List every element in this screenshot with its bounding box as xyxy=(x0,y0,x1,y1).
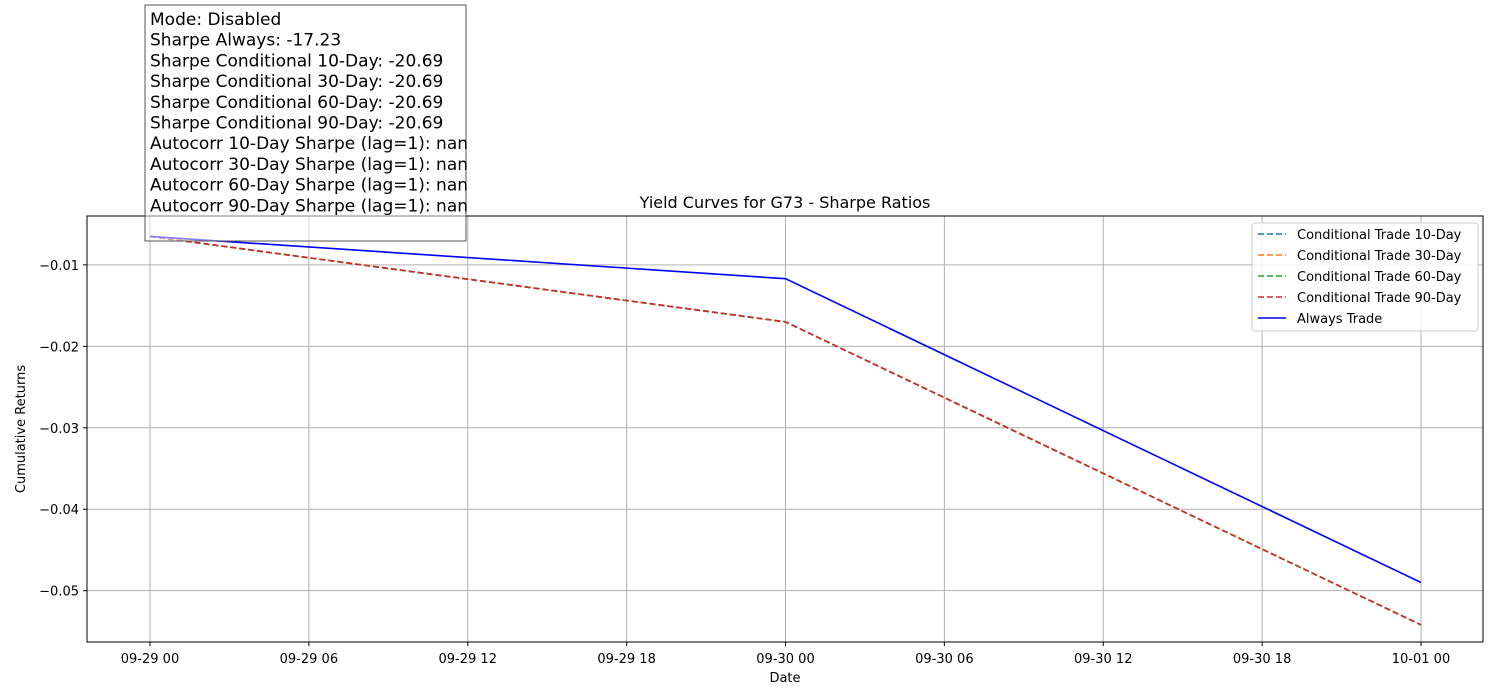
legend-box xyxy=(1251,222,1479,332)
x-tick-label: 09-30 18 xyxy=(1233,652,1291,667)
x-tick-label: 09-29 00 xyxy=(121,652,179,667)
x-tick-label: 09-29 06 xyxy=(280,652,338,667)
x-axis-label: Date xyxy=(769,671,800,686)
legend-label: Conditional Trade 10-Day xyxy=(1297,228,1462,243)
y-tick-label: −0.05 xyxy=(39,585,79,600)
legend-label: Conditional Trade 30-Day xyxy=(1297,249,1462,264)
x-tick-label: 09-29 12 xyxy=(439,652,497,667)
x-tick-label: 09-30 06 xyxy=(915,652,973,667)
x-tick-label: 09-30 12 xyxy=(1074,652,1132,667)
series-lines xyxy=(149,235,1422,626)
legend-label: Always Trade xyxy=(1297,312,1382,327)
stats-line: Sharpe Always: -17.23 xyxy=(150,31,341,51)
stats-line: Sharpe Conditional 10-Day: -20.69 xyxy=(150,51,443,71)
x-tick-label: 09-30 00 xyxy=(756,652,814,667)
legend: Conditional Trade 10-Day Conditional Trad… xyxy=(1251,222,1479,332)
y-axis-ticks: −0.01 −0.02 −0.03 −0.04 −0.05 xyxy=(39,259,87,600)
stats-line: Autocorr 90-Day Sharpe (lag=1): nan xyxy=(150,196,468,216)
y-tick-label: −0.01 xyxy=(39,259,79,274)
stats-line: Autocorr 10-Day Sharpe (lag=1): nan xyxy=(150,134,468,154)
y-tick-label: −0.02 xyxy=(39,340,79,355)
stats-line: Autocorr 60-Day Sharpe (lag=1): nan xyxy=(150,176,468,196)
series-line-4 xyxy=(149,235,1422,626)
stats-line: Sharpe Conditional 90-Day: -20.69 xyxy=(150,114,443,134)
chart-title: Yield Curves for G73 - Sharpe Ratios xyxy=(639,193,931,212)
x-tick-label: 09-29 18 xyxy=(597,652,655,667)
stats-box xyxy=(144,4,467,242)
stats-line: Autocorr 30-Day Sharpe (lag=1): nan xyxy=(150,155,468,175)
y-tick-label: −0.03 xyxy=(39,422,79,437)
y-tick-label: −0.04 xyxy=(39,503,79,518)
stats-line: Sharpe Conditional 30-Day: -20.69 xyxy=(150,72,443,92)
y-axis-label: Cumulative Returns xyxy=(14,365,29,493)
x-tick-label: 10-01 00 xyxy=(1392,652,1450,667)
stats-line: Sharpe Conditional 60-Day: -20.69 xyxy=(150,93,443,113)
stats-line: Mode: Disabled xyxy=(150,10,281,30)
legend-label: Conditional Trade 90-Day xyxy=(1297,291,1462,306)
legend-label: Conditional Trade 60-Day xyxy=(1297,270,1462,285)
x-axis-ticks: 09-29 00 09-29 06 09-29 12 09-29 18 09-30 00… xyxy=(121,642,1450,667)
series-line-5 xyxy=(149,235,1422,584)
